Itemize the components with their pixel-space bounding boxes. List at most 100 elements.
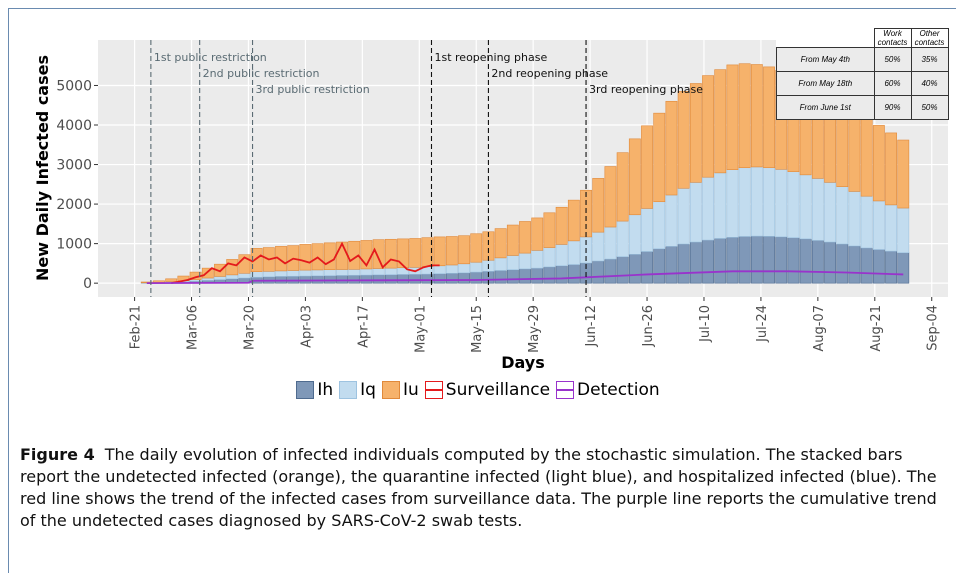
bar-segment — [567, 199, 580, 242]
x-tick-label: Jul-10 — [698, 305, 713, 343]
bar-segment — [836, 243, 849, 284]
bar-segment — [811, 240, 824, 284]
x-tick-label: Apr-17 — [356, 305, 371, 348]
bar-segment — [665, 100, 678, 196]
bar-segment — [470, 261, 483, 273]
bar-segment — [616, 152, 629, 222]
bar-segment — [580, 189, 592, 238]
bar-segment — [836, 186, 849, 245]
bar-segment — [384, 267, 397, 275]
bar-segment — [738, 63, 751, 169]
bar-segment — [604, 166, 617, 228]
bar-segment — [592, 260, 605, 284]
bar-segment — [714, 69, 727, 174]
bar-segment — [531, 217, 544, 251]
bar-segment — [860, 195, 873, 249]
legend-item: Surveillance — [424, 380, 551, 400]
bar-segment — [470, 271, 483, 284]
figure-caption: The daily evolution of infected individu… — [20, 445, 937, 530]
bar-segment — [689, 241, 702, 284]
bar-segment — [616, 256, 629, 284]
event-label: 1st public restriction — [154, 51, 267, 64]
bar-segment — [323, 269, 336, 276]
x-tick-label: Mar-06 — [186, 305, 201, 350]
bar-segment — [763, 236, 775, 284]
bar-segment — [336, 269, 348, 276]
legend-label: Ih — [317, 380, 334, 400]
y-tick-label: 0 — [83, 276, 92, 292]
bar-segment — [531, 250, 544, 269]
bar-segment — [311, 275, 324, 284]
bar-segment — [214, 276, 226, 280]
bar-segment — [555, 265, 568, 284]
bar-segment — [445, 272, 458, 284]
y-tick-label: 5000 — [56, 78, 92, 94]
bar-segment — [653, 112, 666, 203]
x-tick-label: Jun-12 — [584, 305, 599, 348]
x-tick-label: Jun-26 — [641, 305, 656, 348]
bar-segment — [555, 206, 568, 245]
bar-segment — [433, 265, 446, 274]
bar-segment — [897, 252, 910, 284]
bar-segment — [519, 268, 531, 284]
legend-label: Surveillance — [445, 380, 551, 400]
bar-segment — [458, 263, 470, 274]
x-tick-label: Aug-07 — [812, 305, 827, 352]
bar-segment — [750, 64, 763, 168]
bar-segment — [506, 269, 519, 284]
event-label: 3rd public restriction — [256, 83, 370, 96]
bar-segment — [665, 194, 678, 247]
bar-segment — [677, 187, 690, 245]
bar-segment — [641, 251, 653, 284]
bar-segment — [519, 252, 531, 270]
table-corner — [776, 28, 875, 48]
legend-swatch — [556, 381, 575, 399]
bar-segment — [799, 174, 812, 240]
bar-segment — [433, 236, 446, 267]
bar-segment — [299, 275, 312, 284]
table-cell: 50% — [910, 95, 949, 120]
bar-segment — [653, 248, 666, 284]
bar-segment — [323, 275, 336, 284]
y-tick-label: 3000 — [56, 158, 92, 174]
bar-segment — [348, 274, 361, 284]
x-tick-label: Mar-20 — [242, 305, 257, 350]
bar-segment — [275, 270, 287, 277]
bar-segment — [616, 220, 629, 257]
bar-segment — [775, 236, 788, 284]
bar-segment — [848, 109, 861, 192]
x-tick-label: May-29 — [527, 305, 542, 353]
bar-segment — [372, 239, 385, 269]
bar-segment — [226, 259, 239, 276]
bar-segment — [506, 224, 519, 256]
bar-segment — [799, 238, 812, 284]
bar-segment — [702, 239, 714, 284]
bar-segment — [885, 204, 897, 252]
bar-segment — [262, 270, 275, 278]
bar-segment — [360, 274, 373, 284]
legend-swatch — [424, 381, 443, 399]
legend-label: Iq — [360, 380, 376, 400]
bar-segment — [677, 243, 690, 284]
bar-segment — [372, 274, 385, 284]
bar-segment — [433, 273, 446, 284]
bar-segment — [592, 178, 605, 233]
bar-segment — [165, 278, 178, 282]
bar-segment — [872, 125, 885, 202]
bar-segment — [494, 270, 507, 284]
bar-segment — [384, 238, 397, 269]
legend-item: Detection — [556, 380, 660, 400]
bar-segment — [628, 214, 641, 255]
legend-item: Ih — [296, 380, 333, 400]
table-cell: From May 18th — [776, 71, 875, 96]
bar-segment — [543, 212, 556, 248]
table-cell: 35% — [910, 47, 949, 72]
bar-segment — [604, 226, 617, 260]
bar-segment — [445, 236, 458, 266]
legend-swatch — [296, 381, 315, 399]
bar-segment — [726, 236, 739, 284]
bar-segment — [897, 207, 910, 254]
bar-segment — [397, 274, 409, 284]
bar-segment — [689, 83, 702, 183]
bar-segment — [494, 228, 507, 259]
